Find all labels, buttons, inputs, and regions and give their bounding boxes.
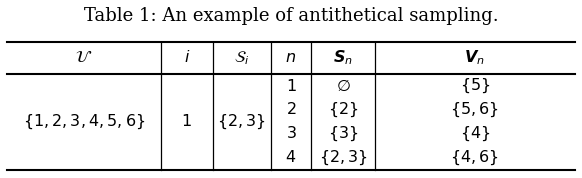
Text: Table 1: An example of antithetical sampling.: Table 1: An example of antithetical samp… [84,7,498,25]
Text: $\{3\}$: $\{3\}$ [328,125,359,143]
Text: $\{ 2,3 \}$: $\{ 2,3 \}$ [217,113,266,131]
Text: $\{ 1,2,3,4,5,6 \}$: $\{ 1,2,3,4,5,6 \}$ [23,113,145,131]
Text: $1$: $1$ [182,113,192,130]
Text: $\varnothing$: $\varnothing$ [336,78,350,95]
Text: $n$: $n$ [285,49,297,66]
Text: $\mathcal{U}$: $\mathcal{U}$ [75,49,93,66]
Text: $\{4\}$: $\{4\}$ [460,125,490,143]
Text: $\{2,3\}$: $\{2,3\}$ [319,148,368,167]
Text: $4$: $4$ [285,149,297,166]
Text: $1$: $1$ [286,78,296,95]
Text: $\boldsymbol{S}_n$: $\boldsymbol{S}_n$ [333,49,353,67]
Text: $\{2\}$: $\{2\}$ [328,101,359,119]
Text: $\mathcal{S}_i$: $\mathcal{S}_i$ [234,49,250,67]
Text: $\{ 5 \}$: $\{ 5 \}$ [460,77,490,95]
Text: $\{ 5,6 \}$: $\{ 5,6 \}$ [450,101,499,119]
Text: $3$: $3$ [286,125,296,142]
Text: $2$: $2$ [286,101,296,118]
Text: $\boldsymbol{V}_n$: $\boldsymbol{V}_n$ [464,49,485,67]
Text: $\{ 4,6 \}$: $\{ 4,6 \}$ [450,148,499,167]
Text: $i$: $i$ [183,49,190,66]
